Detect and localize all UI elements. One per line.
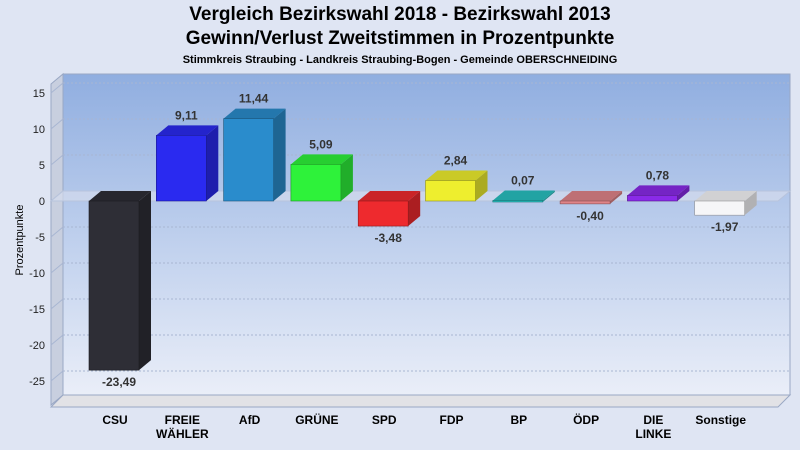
x-tick-label: BP: [510, 413, 527, 427]
bar-front: [88, 200, 140, 371]
x-tick-label: DIE: [643, 413, 663, 427]
y-tick-label: -25: [29, 376, 45, 388]
bar-ödp: [559, 191, 623, 205]
bar-csu: [88, 191, 151, 371]
plot-floor: [49, 394, 792, 408]
data-label: 2,84: [444, 154, 468, 168]
gridline-side: [50, 82, 64, 94]
bar-side: [542, 190, 555, 202]
x-tick-label: WÄHLER: [156, 426, 209, 441]
data-label: -3,48: [375, 231, 403, 245]
bar-front: [627, 195, 678, 202]
data-label: -1,97: [711, 220, 739, 234]
bar-front: [425, 180, 476, 202]
gridline-side: [50, 262, 64, 274]
bar-side: [139, 191, 151, 371]
bar-spd: [357, 191, 421, 227]
bar-front: [156, 135, 207, 202]
gridline-side: [50, 118, 64, 130]
bar-front: [290, 164, 342, 202]
bar-side: [206, 125, 219, 201]
y-tick-label: 10: [33, 124, 45, 136]
x-tick-label: CSU: [102, 413, 127, 427]
y-tick-label: -20: [29, 340, 45, 352]
chart-caption: Stimmkreis Straubing - Landkreis Straubi…: [182, 54, 618, 66]
x-tick-label: SPD: [372, 413, 397, 427]
bar-sonstige: [694, 191, 757, 216]
x-tick-label: ÖDP: [573, 412, 599, 427]
data-label: -0,40: [576, 209, 604, 223]
bar-fdp: [425, 170, 488, 202]
bar-freie-wähler: [156, 125, 219, 202]
plot-back-wall: [62, 73, 791, 396]
bar-top: [694, 191, 757, 201]
bar-top: [492, 190, 555, 201]
bar-afd: [223, 108, 286, 202]
bar-top: [560, 191, 623, 201]
y-axis-label: Prozentpunkte: [14, 205, 26, 276]
bar-top: [290, 154, 353, 165]
y-tick-label: 0: [39, 196, 45, 208]
bar-die-linke: [627, 185, 690, 202]
x-tick-label: AfD: [239, 413, 261, 427]
bar-top: [627, 185, 690, 196]
data-label: 9,11: [175, 108, 198, 122]
bar-side: [475, 170, 488, 201]
gridline-side: [50, 226, 64, 238]
data-label: 5,09: [309, 137, 333, 151]
bar-top: [358, 191, 421, 201]
gridline-side: [50, 370, 64, 382]
x-tick-label: FDP: [440, 413, 464, 427]
bar-side: [340, 154, 353, 201]
bar-side: [744, 191, 757, 216]
data-label: 11,44: [239, 92, 269, 106]
bar-front: [492, 200, 544, 203]
bar-top: [425, 170, 488, 181]
gridline-side: [50, 298, 64, 310]
bar-top: [89, 191, 151, 201]
bar-front: [223, 118, 274, 202]
bar-side: [408, 191, 421, 227]
x-tick-label: Sonstige: [695, 413, 746, 427]
bar-side: [273, 108, 286, 201]
bar-grüne: [290, 154, 353, 202]
bar-side: [610, 191, 623, 204]
data-label: -23,49: [102, 375, 136, 389]
y-tick-label: 5: [39, 160, 45, 172]
bar-side: [677, 185, 690, 201]
y-tick-label: -10: [29, 268, 45, 280]
bar-top: [223, 108, 286, 119]
chart-title: Vergleich Bezirkswahl 2018 - Bezirkswahl…: [189, 4, 611, 25]
bar-front: [559, 200, 611, 205]
x-tick-label: FREIE: [165, 413, 200, 427]
bar-bp: [492, 190, 555, 203]
x-tick-label: LINKE: [635, 427, 671, 441]
y-tick-label: -15: [29, 304, 45, 316]
bar-front: [694, 200, 746, 216]
data-label: 0,07: [511, 173, 535, 187]
y-tick-label: -5: [35, 232, 45, 244]
chart-subtitle: Gewinn/Verlust Zweitstimmen in Prozentpu…: [185, 28, 615, 49]
bar-front: [357, 200, 409, 227]
y-tick-label: 15: [33, 88, 45, 100]
gridline-side: [50, 334, 64, 346]
data-label: 0,78: [646, 168, 670, 182]
x-tick-label: GRÜNE: [295, 412, 338, 427]
gridline-side: [50, 154, 64, 166]
bar-top: [156, 125, 219, 136]
